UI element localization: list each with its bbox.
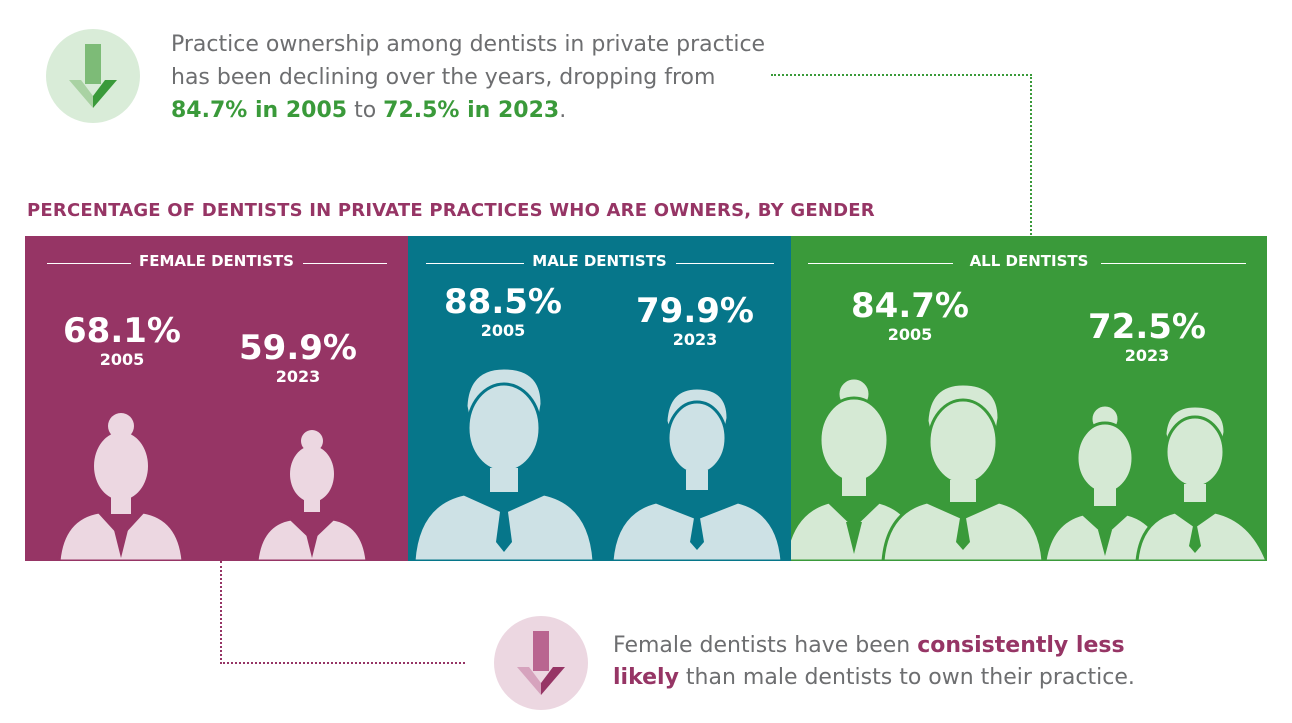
panel-female: FEMALE DENTISTS 68.1% 2005 59.9% 2023 <box>25 236 408 561</box>
year-label: 2005 <box>480 321 526 340</box>
panel-label-male: MALE DENTISTS <box>532 252 667 270</box>
stat-male-2023: 79.9% 2023 <box>625 292 765 350</box>
male-figure-2005 <box>412 366 596 561</box>
data-label: 68.1% <box>63 311 181 351</box>
down-arrow-icon <box>46 29 140 123</box>
all-male-figure-2023 <box>1135 404 1267 561</box>
data-label: 79.9% <box>636 291 754 331</box>
data-label: 84.7% <box>851 286 969 326</box>
year-label: 2005 <box>887 325 933 344</box>
female-figures <box>57 413 369 561</box>
connector-top <box>771 74 1032 238</box>
female-figure-2023 <box>255 430 369 561</box>
panel-all: ALL DENTISTS 84.7% 2005 72.5% 2023 <box>791 236 1267 561</box>
connector-bottom <box>220 561 465 664</box>
outro-highlight: consistently less likely <box>613 633 1125 690</box>
data-label: 59.9% <box>239 328 357 368</box>
panel-label-female: FEMALE DENTISTS <box>139 252 294 270</box>
year-label: 2023 <box>672 330 718 349</box>
stat-all-2023: 72.5% 2023 <box>1077 308 1217 366</box>
data-label: 88.5% <box>444 282 562 322</box>
all-female-figure-2023 <box>1043 403 1167 561</box>
year-label: 2023 <box>1124 346 1170 365</box>
intro-highlight-2023: 72.5% in 2023 <box>383 98 560 123</box>
stat-female-2005: 68.1% 2005 <box>52 312 192 370</box>
data-label: 72.5% <box>1088 307 1206 347</box>
all-figures <box>791 376 1267 561</box>
intro-text: Practice ownership among dentists in pri… <box>171 32 766 123</box>
all-male-figure-2005 <box>881 382 1045 561</box>
male-figures <box>412 366 784 561</box>
year-label: 2005 <box>99 350 145 369</box>
stat-male-2005: 88.5% 2005 <box>433 283 573 341</box>
male-figure-2023 <box>610 386 784 561</box>
female-figure-2005 <box>57 413 185 561</box>
chart-title: PERCENTAGE OF DENTISTS IN PRIVATE PRACTI… <box>27 200 875 221</box>
panel-label-all: ALL DENTISTS <box>969 252 1089 270</box>
panel-male: MALE DENTISTS 88.5% 2005 79.9% 2023 <box>408 236 791 561</box>
stat-female-2023: 59.9% 2023 <box>228 329 368 387</box>
outro-text: Female dentists have been consistently l… <box>613 633 1135 690</box>
down-arrow-icon <box>494 616 588 710</box>
stat-all-2005: 84.7% 2005 <box>840 287 980 345</box>
intro-highlight-2005: 84.7% in 2005 <box>171 98 348 123</box>
year-label: 2023 <box>275 367 321 386</box>
